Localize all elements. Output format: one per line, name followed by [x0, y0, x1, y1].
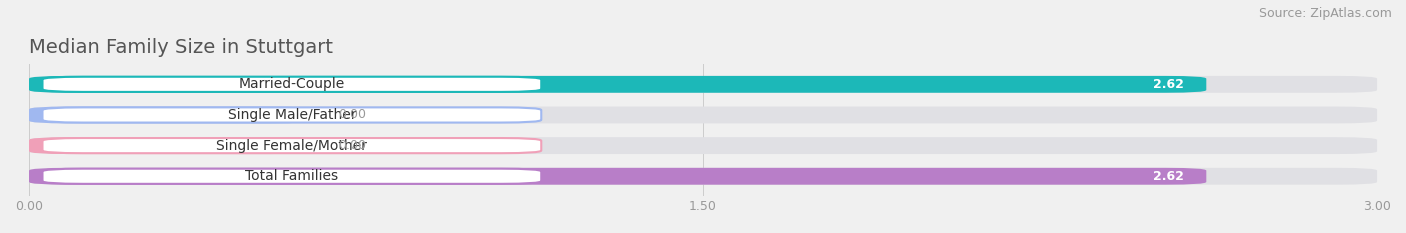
Text: 2.62: 2.62	[1153, 170, 1184, 183]
Text: 0.00: 0.00	[337, 109, 366, 121]
FancyBboxPatch shape	[30, 76, 1376, 93]
FancyBboxPatch shape	[30, 137, 1376, 154]
Text: Single Female/Mother: Single Female/Mother	[217, 139, 367, 153]
FancyBboxPatch shape	[30, 168, 1206, 185]
FancyBboxPatch shape	[42, 107, 541, 123]
FancyBboxPatch shape	[30, 137, 311, 154]
FancyBboxPatch shape	[30, 106, 311, 123]
Text: Total Families: Total Families	[245, 169, 339, 183]
Text: 2.62: 2.62	[1153, 78, 1184, 91]
FancyBboxPatch shape	[30, 76, 1206, 93]
FancyBboxPatch shape	[42, 77, 541, 92]
FancyBboxPatch shape	[30, 106, 1376, 123]
Text: Source: ZipAtlas.com: Source: ZipAtlas.com	[1258, 7, 1392, 20]
FancyBboxPatch shape	[42, 169, 541, 184]
FancyBboxPatch shape	[30, 168, 1376, 185]
Text: 0.00: 0.00	[337, 139, 366, 152]
Text: Median Family Size in Stuttgart: Median Family Size in Stuttgart	[30, 38, 333, 57]
Text: Married-Couple: Married-Couple	[239, 77, 344, 91]
FancyBboxPatch shape	[42, 138, 541, 153]
Text: Single Male/Father: Single Male/Father	[228, 108, 356, 122]
